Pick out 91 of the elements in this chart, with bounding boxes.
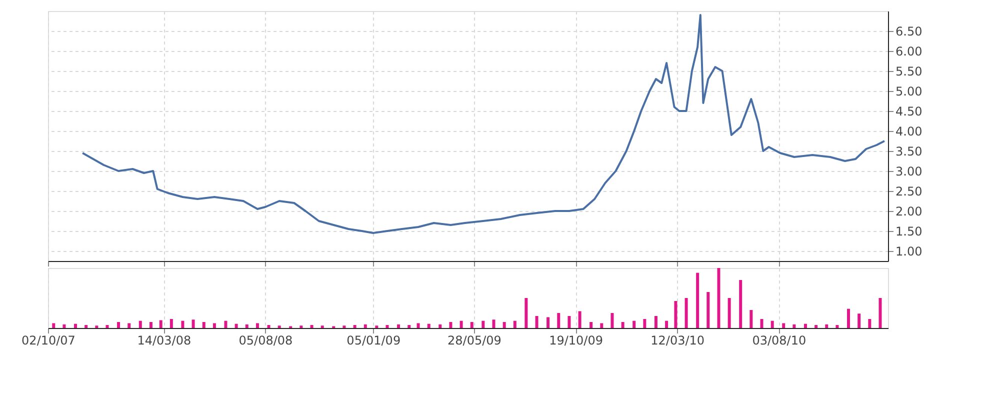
bar — [535, 316, 538, 328]
bar — [665, 320, 668, 328]
bar — [52, 323, 56, 328]
bar — [408, 325, 411, 328]
bar — [836, 325, 839, 328]
bar — [739, 280, 742, 328]
bar — [416, 323, 420, 328]
bar — [568, 316, 571, 328]
y-tick-label: 4.50 — [896, 104, 922, 118]
bar — [74, 324, 78, 328]
bar — [610, 313, 614, 328]
y-tick-label: 2.00 — [896, 204, 922, 218]
bar — [770, 320, 774, 328]
bar — [546, 317, 550, 328]
x-tick-label: 12/03/10 — [650, 334, 705, 348]
x-tick-label: 19/10/09 — [549, 334, 604, 348]
bar — [728, 298, 731, 328]
bar — [449, 322, 452, 328]
bar — [224, 320, 228, 328]
bar — [267, 325, 270, 328]
bar — [717, 268, 720, 328]
bar — [482, 320, 485, 328]
bar — [557, 313, 560, 328]
bar — [192, 320, 195, 328]
bar — [578, 311, 582, 328]
y-tick-label: 5.50 — [896, 64, 922, 78]
bar — [632, 320, 636, 328]
bar — [590, 322, 593, 328]
bar — [138, 320, 142, 328]
bar — [760, 319, 764, 328]
bar — [353, 325, 356, 328]
bar — [825, 324, 828, 328]
bar — [245, 324, 248, 328]
bar — [847, 308, 850, 328]
y-tick-label: 6.00 — [896, 44, 922, 58]
bar — [470, 322, 474, 328]
x-tick-label: 28/05/09 — [448, 334, 502, 348]
y-tick-label: 2.50 — [896, 184, 922, 198]
bar — [106, 325, 109, 328]
bar — [438, 324, 442, 328]
bar — [128, 323, 131, 328]
bar — [643, 319, 646, 328]
bar — [386, 325, 389, 328]
bar — [814, 325, 818, 328]
bar — [804, 324, 807, 328]
bar — [674, 301, 678, 328]
bar — [492, 320, 496, 328]
bar — [212, 323, 216, 328]
bar — [878, 298, 882, 328]
bar — [706, 292, 710, 328]
bar — [181, 320, 184, 328]
bar — [460, 320, 463, 328]
bar — [858, 314, 861, 328]
bar — [310, 325, 314, 328]
bar — [621, 322, 624, 328]
x-tick-label: 02/10/07 — [22, 334, 76, 348]
x-tick-label: 05/08/08 — [238, 334, 293, 348]
x-tick-label: 05/01/09 — [346, 334, 401, 348]
bar — [868, 319, 872, 328]
bar — [202, 322, 206, 328]
x-tick-label: 03/08/10 — [752, 334, 806, 348]
y-tick-label: 6.50 — [896, 24, 922, 38]
bar — [62, 324, 66, 328]
x-tick-label: 14/03/08 — [137, 334, 192, 348]
bar — [654, 316, 658, 328]
bar — [513, 320, 516, 328]
bar — [364, 324, 367, 328]
bar — [502, 322, 506, 328]
y-tick-label: 5.00 — [896, 84, 922, 98]
bar — [684, 298, 688, 328]
line-series — [82, 14, 886, 234]
y-tick-label: 4.00 — [896, 124, 922, 138]
bar — [84, 325, 88, 328]
bar — [782, 323, 786, 328]
y-tick-label: 1.00 — [896, 244, 922, 258]
bar — [256, 323, 259, 328]
bar — [524, 298, 528, 328]
bar — [170, 319, 173, 328]
bar — [149, 322, 152, 328]
y-tick-label: 3.50 — [896, 144, 922, 158]
bar — [792, 324, 796, 328]
bar — [600, 323, 604, 328]
y-tick-label: 3.00 — [896, 164, 922, 178]
bar — [696, 272, 700, 328]
bar — [427, 324, 430, 328]
y-tick-label: 1.50 — [896, 224, 922, 238]
bar — [750, 310, 753, 328]
bar — [117, 322, 120, 328]
bar — [159, 320, 162, 328]
bar — [397, 324, 400, 328]
bar — [234, 324, 238, 328]
